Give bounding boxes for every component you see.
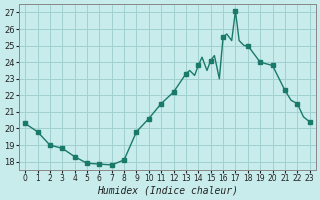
X-axis label: Humidex (Indice chaleur): Humidex (Indice chaleur) <box>97 186 238 196</box>
